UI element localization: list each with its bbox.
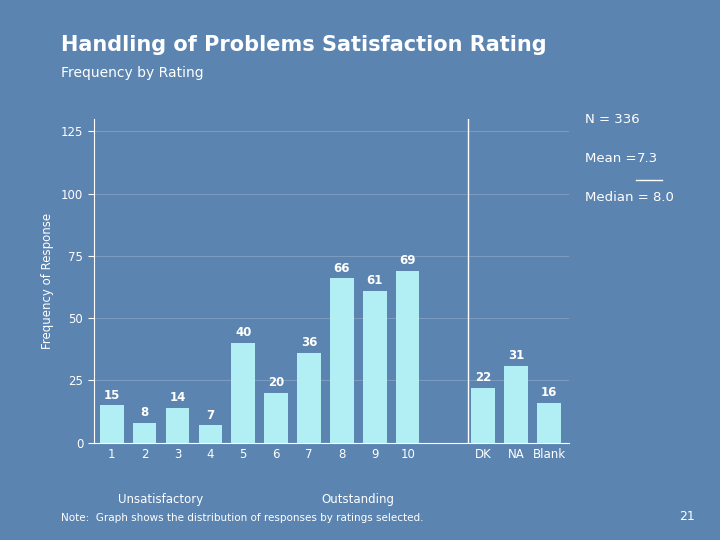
- Text: Frequency by Rating: Frequency by Rating: [61, 66, 204, 80]
- Text: 22: 22: [475, 371, 492, 384]
- Text: N = 336: N = 336: [585, 113, 639, 126]
- Text: Mean =: Mean =: [585, 152, 640, 165]
- Text: 14: 14: [169, 391, 186, 404]
- Bar: [264, 393, 288, 443]
- Bar: [396, 271, 420, 443]
- Text: 21: 21: [679, 510, 695, 523]
- Text: 66: 66: [333, 261, 350, 274]
- Text: 40: 40: [235, 326, 251, 339]
- Bar: [472, 388, 495, 443]
- Text: 8: 8: [140, 406, 149, 419]
- Text: 7: 7: [207, 409, 215, 422]
- Text: Note:  Graph shows the distribution of responses by ratings selected.: Note: Graph shows the distribution of re…: [61, 512, 423, 523]
- Bar: [231, 343, 255, 443]
- Text: 69: 69: [400, 254, 416, 267]
- Bar: [537, 403, 561, 443]
- Text: Handling of Problems Satisfaction Rating: Handling of Problems Satisfaction Rating: [61, 35, 546, 55]
- Bar: [330, 278, 354, 443]
- Bar: [297, 353, 321, 443]
- Bar: [199, 426, 222, 443]
- Text: 16: 16: [541, 386, 557, 399]
- Bar: [100, 406, 124, 443]
- Bar: [363, 291, 387, 443]
- Text: Outstanding: Outstanding: [322, 492, 395, 505]
- Y-axis label: Frequency of Response: Frequency of Response: [41, 213, 54, 349]
- Text: 61: 61: [366, 274, 383, 287]
- Bar: [132, 423, 156, 443]
- Text: Unsatisfactory: Unsatisfactory: [118, 492, 204, 505]
- Text: Median = 8.0: Median = 8.0: [585, 191, 673, 204]
- Text: 7.3: 7.3: [636, 152, 657, 165]
- Text: 36: 36: [301, 336, 318, 349]
- Text: 15: 15: [104, 389, 120, 402]
- Bar: [166, 408, 189, 443]
- Bar: [504, 366, 528, 443]
- Text: 31: 31: [508, 349, 524, 362]
- Text: 20: 20: [268, 376, 284, 389]
